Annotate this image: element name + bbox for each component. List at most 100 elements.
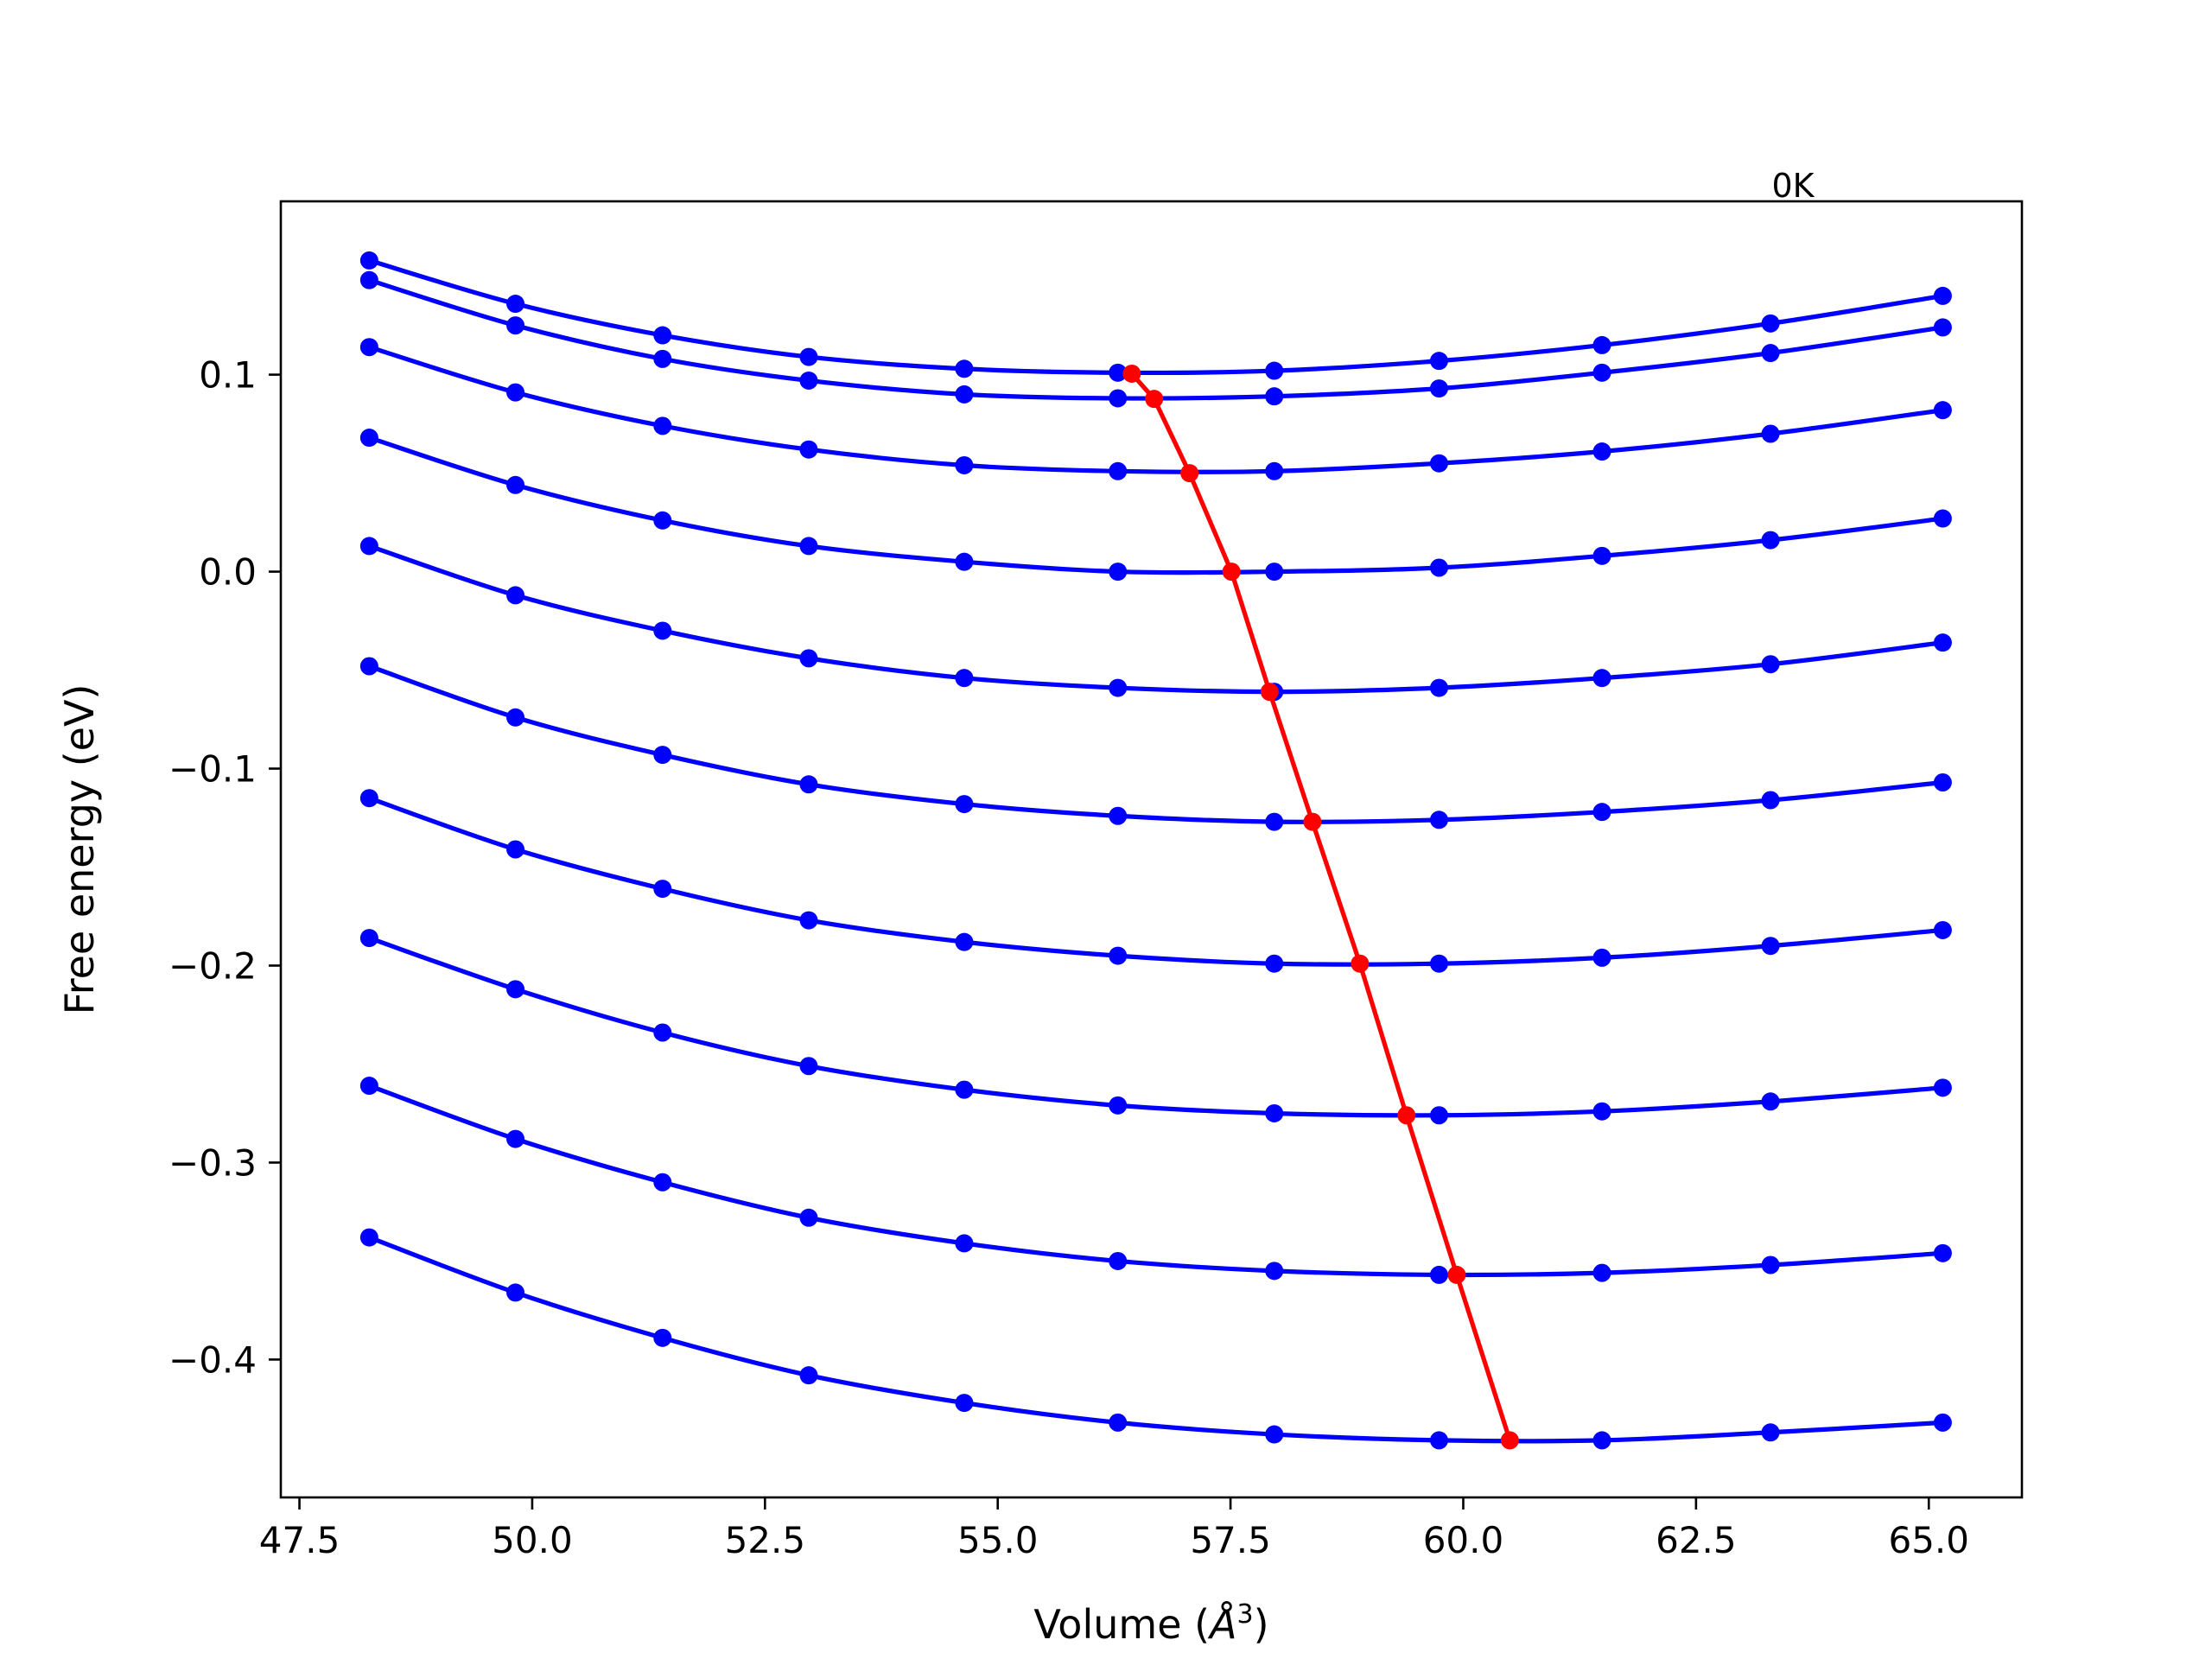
series-2: [359, 270, 1952, 408]
series-6: [359, 657, 1952, 831]
data-point: [359, 429, 378, 448]
minimum-point: [1500, 1431, 1519, 1450]
minimum-point: [1222, 563, 1241, 582]
series-1: [359, 251, 1952, 382]
data-point: [1933, 920, 1952, 939]
minimum-point: [1145, 390, 1164, 409]
x-tick-label: 55.0: [957, 1519, 1039, 1561]
x-tick-label: 52.5: [725, 1519, 806, 1561]
data-point: [1933, 286, 1952, 305]
data-point: [799, 649, 818, 668]
x-axis-label-exponent: 3: [1237, 1599, 1254, 1630]
data-point: [955, 795, 974, 814]
x-axis-label-unit: Å: [1207, 1601, 1236, 1648]
plot-area: [279, 200, 2024, 1499]
data-point: [1761, 344, 1780, 363]
data-point: [506, 316, 525, 335]
data-point: [1429, 678, 1448, 697]
data-point: [1429, 1431, 1448, 1450]
data-point: [1933, 1243, 1952, 1262]
data-point: [1265, 563, 1284, 582]
data-point: [359, 338, 378, 357]
data-point: [506, 1283, 525, 1302]
data-point: [359, 251, 378, 270]
data-point: [506, 840, 525, 859]
data-point: [1761, 424, 1780, 443]
data-point: [1761, 791, 1780, 810]
data-point: [1109, 1096, 1128, 1115]
data-point: [653, 511, 672, 530]
x-tick-label: 65.0: [1888, 1519, 1969, 1561]
data-point: [1109, 563, 1128, 582]
data-point: [1761, 531, 1780, 550]
minimum-line: [1129, 372, 1512, 1441]
data-point: [653, 1023, 672, 1042]
y-axis: 0.1 0.0 −0.1 −0.2 −0.3 −0.4: [168, 354, 281, 1381]
data-point: [799, 911, 818, 930]
data-point: [955, 1234, 974, 1253]
data-point: [653, 326, 672, 345]
data-point: [1592, 442, 1611, 461]
data-point: [1592, 669, 1611, 688]
data-point: [1761, 1423, 1780, 1442]
data-point: [1429, 352, 1448, 371]
series-10: [359, 1228, 1952, 1450]
y-tick-label: −0.2: [168, 944, 257, 987]
data-point: [1429, 954, 1448, 973]
data-point: [955, 552, 974, 571]
data-point: [1265, 954, 1284, 973]
data-point: [506, 708, 525, 727]
series-layer: [359, 251, 1952, 1450]
series-line: [368, 936, 1943, 1118]
data-point: [799, 1057, 818, 1076]
data-point: [1761, 655, 1780, 674]
y-tick-label: −0.3: [168, 1141, 257, 1184]
series-line: [368, 1084, 1943, 1278]
x-tick-label: 50.0: [492, 1519, 573, 1561]
data-point: [1109, 946, 1128, 965]
data-point: [1592, 1263, 1611, 1282]
data-point: [1265, 361, 1284, 380]
x-tick-label: 62.5: [1656, 1519, 1737, 1561]
series-9: [359, 1077, 1952, 1284]
series-4: [359, 429, 1952, 582]
data-point: [1265, 1425, 1284, 1444]
x-axis-label-main: Volume (: [1033, 1601, 1210, 1648]
data-point: [653, 880, 672, 899]
data-point: [653, 1328, 672, 1347]
data-point: [1109, 1251, 1128, 1270]
data-point: [1265, 1262, 1284, 1281]
data-point: [1109, 363, 1128, 382]
data-point: [1761, 937, 1780, 956]
data-point: [653, 416, 672, 435]
y-tick-label: 0.1: [199, 354, 257, 397]
data-point: [955, 455, 974, 474]
data-point: [1933, 401, 1952, 420]
data-point: [1265, 387, 1284, 406]
minimum-point: [1260, 683, 1279, 702]
data-point: [1592, 1102, 1611, 1121]
minimum-point: [1122, 364, 1141, 383]
data-point: [799, 775, 818, 794]
data-point: [1933, 318, 1952, 337]
data-point: [506, 980, 525, 999]
data-point: [1265, 461, 1284, 480]
data-point: [1109, 389, 1128, 408]
x-axis-label: Volume (Å3): [1033, 1599, 1268, 1648]
data-point: [1429, 558, 1448, 577]
series-8: [359, 929, 1952, 1125]
data-point: [1592, 948, 1611, 967]
data-point: [506, 295, 525, 314]
data-point: [955, 932, 974, 951]
series-line: [368, 277, 1943, 401]
data-point: [653, 349, 672, 368]
series-line: [368, 543, 1943, 695]
data-point: [1933, 1413, 1952, 1432]
data-point: [1761, 1255, 1780, 1274]
data-point: [506, 383, 525, 402]
axes-frame: [279, 200, 2024, 1499]
data-point: [1592, 335, 1611, 354]
data-point: [506, 1129, 525, 1148]
data-point: [1109, 461, 1128, 480]
data-point: [506, 475, 525, 494]
